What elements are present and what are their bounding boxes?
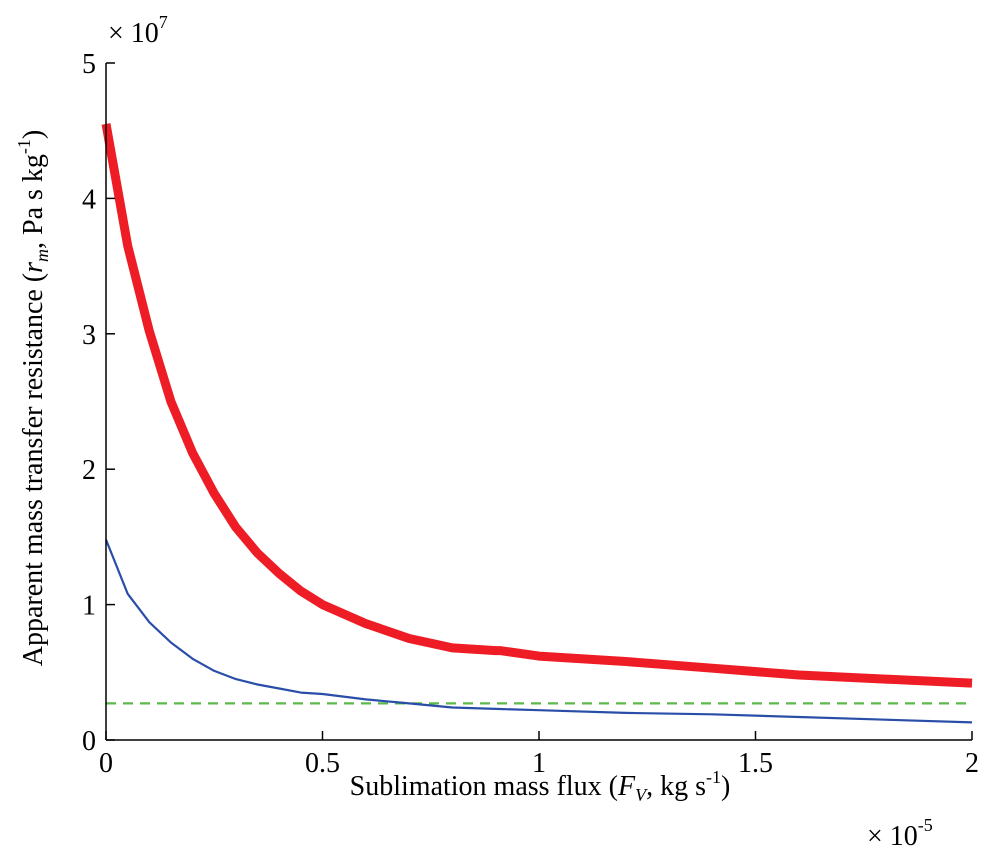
x-multiplier: × 10-5: [867, 815, 933, 852]
x-tick-label: 1.5: [738, 748, 773, 779]
x-tick-label: 0: [99, 748, 113, 779]
y-multiplier: × 107: [108, 12, 168, 49]
series-red-line: [101, 123, 973, 688]
y-tick-label: 3: [82, 320, 96, 351]
x-tick-label: 0.5: [305, 748, 340, 779]
y-axis-label: Apparent mass transfer resistance (rm, P…: [14, 130, 52, 667]
series-blue-line: [104, 539, 973, 724]
ticks-layer: 0 0.5 1 1.5 2 0 1 2 3 4 5: [82, 49, 979, 779]
y-tick-label: 0: [82, 726, 96, 757]
x-tick-label: 2: [965, 748, 979, 779]
y-tick-label: 5: [82, 49, 96, 80]
series-layer: [101, 123, 973, 724]
x-axis-label: Sublimation mass flux (FV, kg s-1): [350, 767, 731, 805]
x-tick-label: 1: [532, 748, 546, 779]
y-tick-label: 1: [82, 591, 96, 622]
y-tick-label: 4: [82, 184, 96, 215]
y-tick-label: 2: [82, 455, 96, 486]
